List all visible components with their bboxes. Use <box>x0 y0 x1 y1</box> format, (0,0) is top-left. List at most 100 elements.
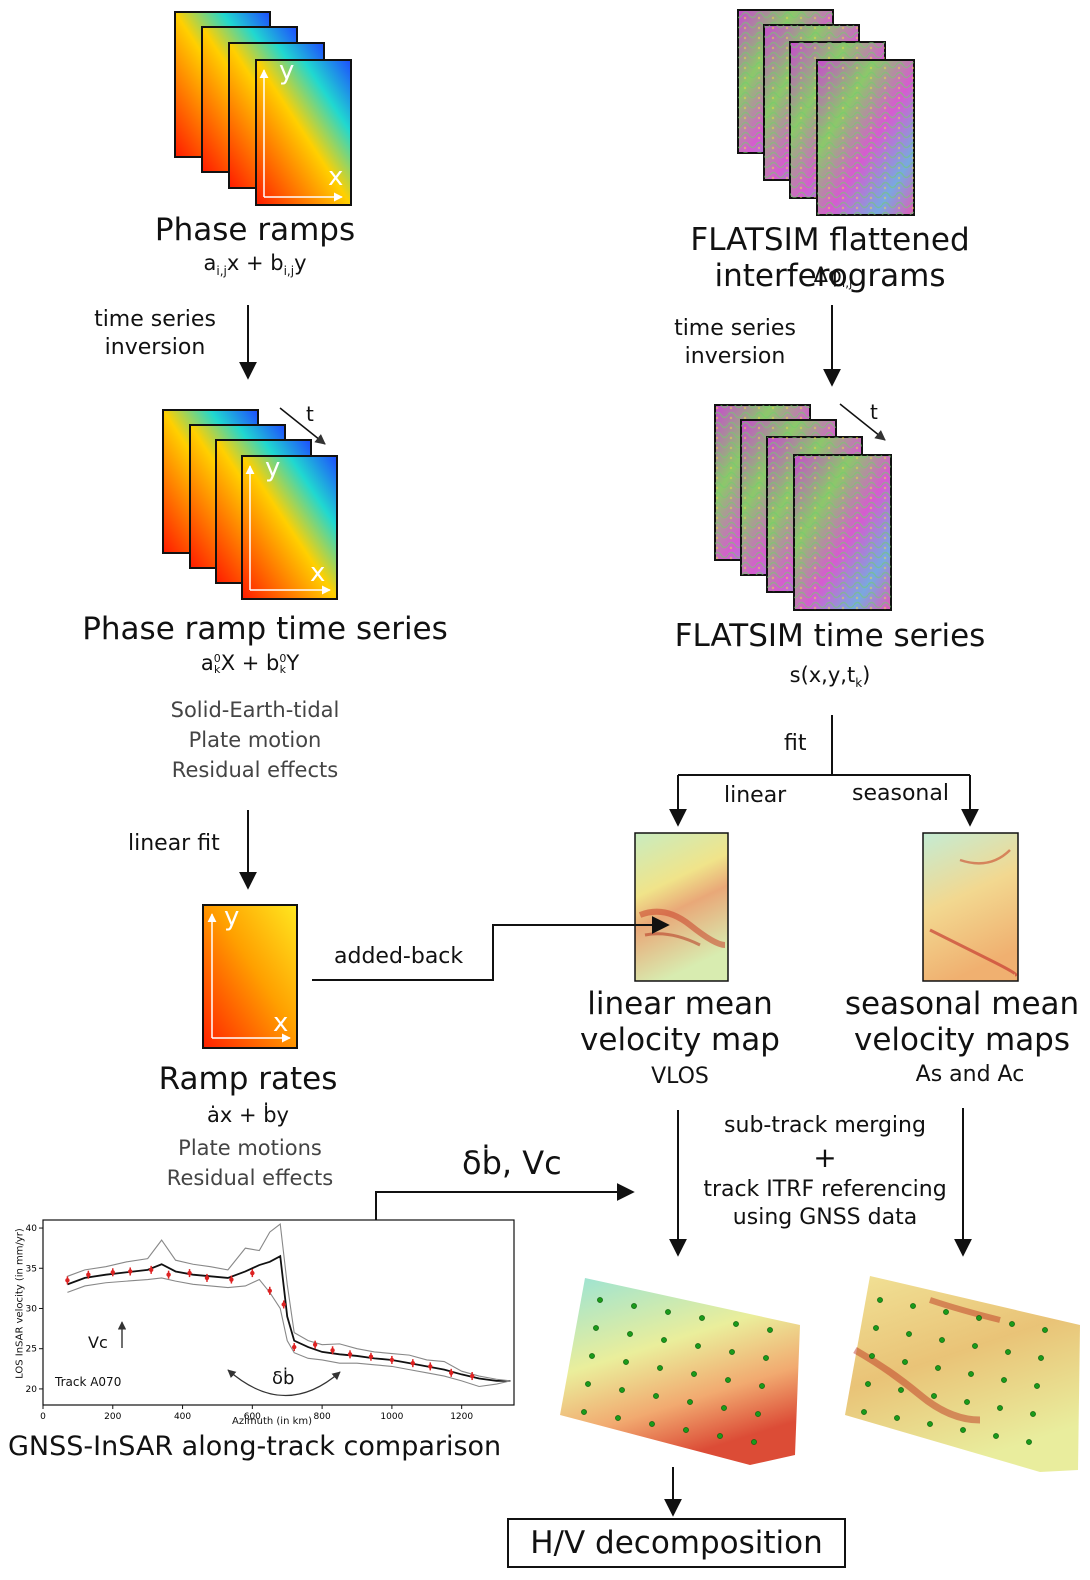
gnss-db-label: δḃ <box>272 1368 295 1389</box>
gnss-point <box>410 1360 416 1366</box>
ramp-series-stack <box>162 407 338 600</box>
gnss-point <box>229 1277 234 1282</box>
gnss-station-dot <box>1026 1439 1032 1445</box>
seasonal-velocity-map <box>922 832 1019 982</box>
gnss-station-dot <box>935 1365 941 1371</box>
linear-fit-label: linear fit <box>128 831 220 856</box>
gnss-station-dot <box>581 1409 587 1415</box>
ramp-rates-box <box>202 904 298 1049</box>
gnss-station-dot <box>767 1327 773 1333</box>
series-line-2 <box>67 1277 511 1388</box>
gnss-point <box>250 1270 255 1276</box>
gnss-station-dot <box>873 1325 879 1331</box>
linear-map-subtitle: VLOS <box>651 1064 709 1089</box>
flatsim-ts-stack <box>714 403 892 611</box>
gnss-station-dot <box>976 1315 982 1321</box>
right-inversion-line1: time series <box>674 316 796 341</box>
gnss-insar-plot: 0 200 400 600 800 1000 1200 20 25 30 35 40 <box>26 1219 515 1422</box>
gnss-station-dot <box>597 1297 603 1303</box>
phase-ramps-stack <box>174 11 352 206</box>
gnss-ylabel: LOS InSAR velocity (in mm/yr) <box>14 1228 26 1379</box>
series-line-1 <box>67 1222 511 1382</box>
gnss-point <box>148 1267 154 1273</box>
ts-formula-sub: k <box>855 676 863 691</box>
seasonal-mosaic-map <box>845 1276 1080 1472</box>
gnss-track-label: Track A070 <box>55 1375 122 1389</box>
gnss-station-dot <box>717 1433 723 1439</box>
gnss-station-dot <box>691 1371 697 1377</box>
effect-3: Residual effects <box>171 758 339 782</box>
gnss-point <box>281 1302 286 1307</box>
gnss-station-dot <box>755 1411 761 1417</box>
y-tick-label: 40 <box>26 1224 38 1234</box>
ifg-title: FLATSIM flattened interferograms <box>690 222 970 294</box>
x-tick-label: 200 <box>104 1412 121 1422</box>
gnss-point <box>449 1370 454 1376</box>
ifg-formula: Δφi,j <box>783 262 883 296</box>
linear-map-title-1: linear mean <box>587 986 773 1022</box>
effect-2: Plate motion <box>188 728 322 752</box>
gnss-point <box>166 1272 171 1277</box>
gnss-station-dot <box>894 1415 900 1421</box>
ifg-formula-main: Δφ <box>813 263 842 287</box>
gnss-station-dot <box>906 1331 912 1337</box>
gnss-station-dot <box>902 1359 908 1365</box>
rs-a: a <box>200 651 214 675</box>
merge-text: sub-track merging + track ITRF referenci… <box>690 1112 960 1232</box>
gnss-point <box>428 1364 433 1369</box>
gnss-station-dot <box>968 1371 974 1377</box>
hv-label: H/V decomposition <box>530 1525 823 1561</box>
gnss-station-dot <box>585 1381 591 1387</box>
formula-end: y <box>294 251 307 275</box>
gnss-station-dot <box>869 1353 875 1359</box>
rs-a-sup: 0 <box>213 652 221 665</box>
gnss-station-dot <box>729 1349 735 1355</box>
y-tick-label: 20 <box>26 1385 38 1395</box>
phase-ramps-axis-y: y <box>279 56 295 86</box>
linear-map-title: linear mean velocity map <box>560 986 800 1058</box>
gnss-station-dot <box>623 1359 629 1365</box>
gnss-station-dot <box>733 1321 739 1327</box>
gnss-station-dot <box>997 1405 1003 1411</box>
added-back-label: added-back <box>334 944 464 969</box>
y-tick-label: 35 <box>26 1264 37 1274</box>
ramp-rates-title: Ramp rates <box>158 1061 338 1097</box>
gnss-point <box>389 1357 395 1363</box>
linear-velocity-map <box>634 832 729 982</box>
gnss-xlabel: Azimuth (in km) <box>232 1416 313 1427</box>
gnss-station-dot <box>589 1353 595 1359</box>
gnss-station-dot <box>931 1393 937 1399</box>
gnss-station-dot <box>877 1297 883 1303</box>
linear-label: linear <box>724 783 787 808</box>
delta-label: δḃ, Vc <box>462 1144 562 1182</box>
gnss-point <box>110 1270 115 1275</box>
gnss-station-dot <box>1042 1327 1048 1333</box>
seasonal-label: seasonal <box>852 781 949 806</box>
phase-ramps-axis-x: x <box>328 162 344 192</box>
gnss-station-dot <box>627 1331 633 1337</box>
gnss-station-dot <box>960 1427 966 1433</box>
connectors <box>239 305 979 1517</box>
ramp-series-axis-x: x <box>310 558 326 588</box>
seasonal-map-title-2: velocity maps <box>853 1022 1071 1058</box>
left-inversion-line1: time series <box>94 307 216 332</box>
interferogram-stack <box>737 9 915 216</box>
gnss-point <box>204 1275 210 1281</box>
gnss-station-dot <box>964 1399 970 1405</box>
gnss-point <box>312 1342 318 1347</box>
gnss-point <box>65 1278 70 1283</box>
formula-a-sub: i,j <box>216 264 227 279</box>
rs-b-sub: k <box>279 663 287 676</box>
seasonal-map-title-1: seasonal mean <box>844 986 1080 1022</box>
rs-a-sub: k <box>214 663 221 676</box>
gnss-caption: GNSS-InSAR along-track comparison <box>8 1431 502 1462</box>
ifg-formula-sub: i,j <box>841 276 853 291</box>
phase-ramps-formula: ai,jx + bi,jy <box>155 250 355 284</box>
ts-title: FLATSIM time series <box>674 618 986 654</box>
ts-formula-main: s(x,y,t <box>789 663 856 687</box>
gnss-station-dot <box>898 1387 904 1393</box>
gnss-station-dot <box>972 1343 978 1349</box>
x-tick-label: 1200 <box>450 1412 473 1422</box>
gnss-vc-label: Vc <box>88 1333 108 1352</box>
